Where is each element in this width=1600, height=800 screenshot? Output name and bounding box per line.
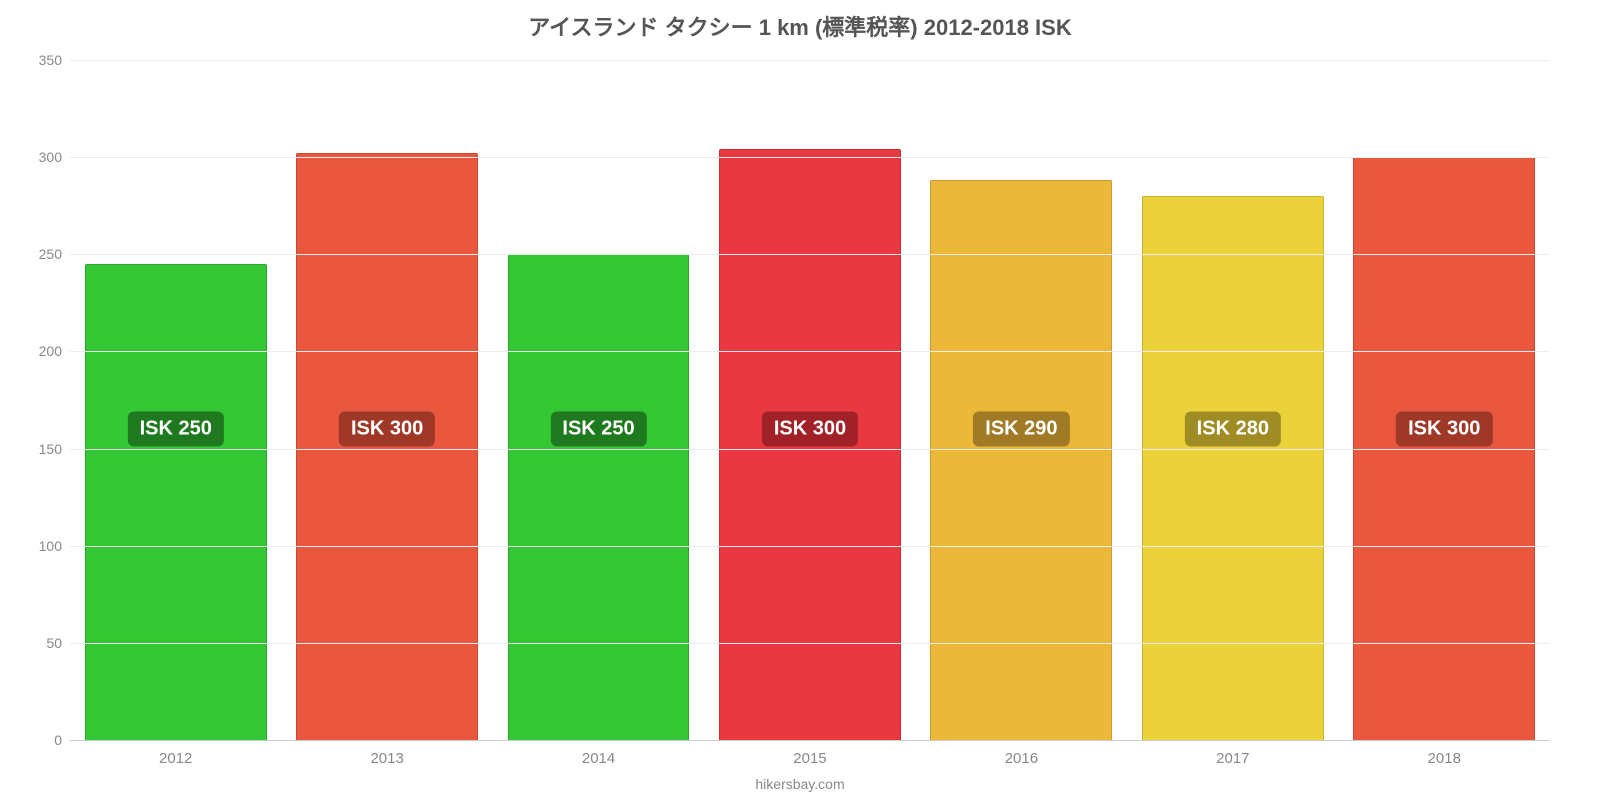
bar: ISK 300 <box>719 149 901 740</box>
x-tick-label: 2014 <box>582 750 615 767</box>
bar-slot: ISK 2802017 <box>1127 60 1338 740</box>
bar-slot: ISK 3002013 <box>281 60 492 740</box>
y-tick-label: 200 <box>39 343 62 359</box>
x-tick-label: 2016 <box>1005 750 1038 767</box>
y-gridline <box>70 740 1550 741</box>
x-tick-label: 2018 <box>1428 750 1461 767</box>
bar-value-label: ISK 290 <box>973 412 1069 447</box>
bar-value-label: ISK 300 <box>1396 412 1492 447</box>
y-tick-label: 0 <box>54 732 62 748</box>
bar: ISK 290 <box>930 180 1112 740</box>
bar: ISK 280 <box>1142 196 1324 740</box>
taxi-price-bar-chart: アイスランド タクシー 1 km (標準税率) 2012-2018 ISK IS… <box>0 0 1600 800</box>
y-tick-label: 300 <box>39 149 62 165</box>
bar-value-label: ISK 250 <box>550 412 646 447</box>
chart-title: アイスランド タクシー 1 km (標準税率) 2012-2018 ISK <box>0 10 1600 42</box>
y-gridline <box>70 157 1550 158</box>
bar-slot: ISK 2902016 <box>916 60 1127 740</box>
y-gridline <box>70 449 1550 450</box>
bar-slot: ISK 3002018 <box>1339 60 1550 740</box>
y-tick-label: 150 <box>39 441 62 457</box>
plot-area: ISK 2502012ISK 3002013ISK 2502014ISK 300… <box>70 60 1550 740</box>
bar: ISK 300 <box>296 153 478 740</box>
x-tick-label: 2015 <box>793 750 826 767</box>
y-gridline <box>70 546 1550 547</box>
bar-value-label: ISK 250 <box>128 412 224 447</box>
y-tick-label: 100 <box>39 538 62 554</box>
bar-value-label: ISK 280 <box>1185 412 1281 447</box>
y-tick-label: 50 <box>46 635 62 651</box>
bar: ISK 250 <box>508 254 690 740</box>
x-tick-label: 2012 <box>159 750 192 767</box>
bar: ISK 250 <box>85 264 267 740</box>
chart-credit: hikersbay.com <box>755 776 844 792</box>
x-tick-label: 2013 <box>370 750 403 767</box>
y-gridline <box>70 351 1550 352</box>
x-tick-label: 2017 <box>1216 750 1249 767</box>
y-gridline <box>70 643 1550 644</box>
bar-slot: ISK 2502012 <box>70 60 281 740</box>
y-tick-label: 250 <box>39 246 62 262</box>
bar-value-label: ISK 300 <box>762 412 858 447</box>
y-tick-label: 350 <box>39 52 62 68</box>
y-gridline <box>70 60 1550 61</box>
bar-value-label: ISK 300 <box>339 412 435 447</box>
bar-slot: ISK 3002015 <box>704 60 915 740</box>
bar-slot: ISK 2502014 <box>493 60 704 740</box>
y-gridline <box>70 254 1550 255</box>
